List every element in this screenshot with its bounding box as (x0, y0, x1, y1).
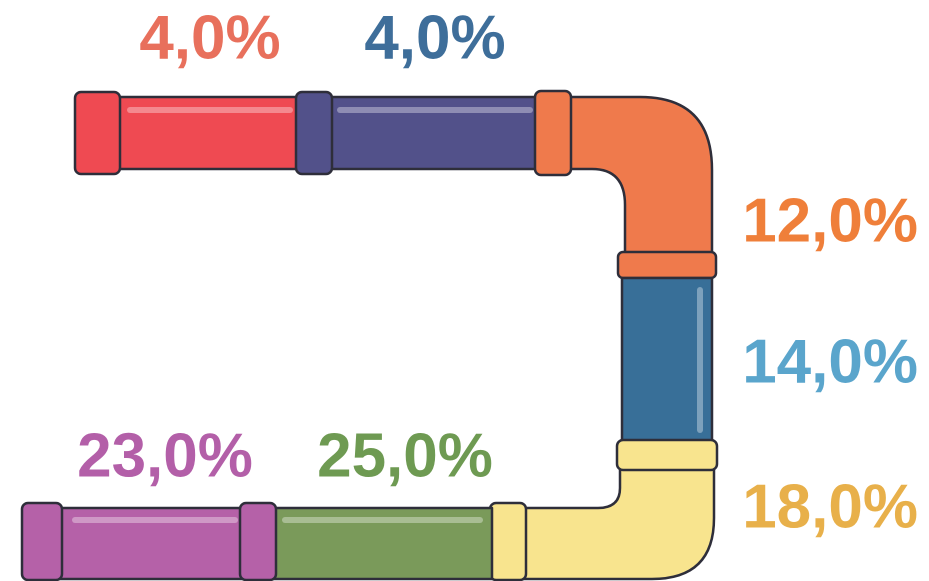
segment-label: 14,0% (742, 327, 918, 396)
pipe-cap-red (73, 90, 122, 176)
pipes (20, 89, 719, 581)
segment-label: 4,0% (364, 3, 505, 72)
segment-label: 18,0% (742, 472, 918, 541)
pipe-navy (318, 95, 544, 171)
pipe-coupler-yellow-left (488, 501, 528, 581)
segment-label: 25,0% (317, 421, 493, 490)
pipe-coupler-purple (238, 501, 278, 581)
segment-label: 4,0% (139, 3, 280, 72)
pipe-cap-purple (20, 501, 64, 581)
pipe-blue (620, 276, 714, 446)
pipe-coupler-orange (533, 89, 573, 177)
pipe-elbow-orange (538, 95, 714, 264)
labels: 4,0% 4,0% 12,0% 14,0% 18,0% 25,0% 23,0% (77, 3, 918, 541)
pipe-coupler-yellow-top (615, 438, 719, 472)
pipe-coupler-navy (294, 90, 334, 176)
pipe-green (260, 506, 494, 581)
pipe-elbow-yellow (498, 460, 716, 581)
segment-label: 23,0% (77, 421, 253, 490)
segment-label: 12,0% (742, 186, 918, 255)
pipe-coupler-orange-bottom (616, 250, 718, 280)
